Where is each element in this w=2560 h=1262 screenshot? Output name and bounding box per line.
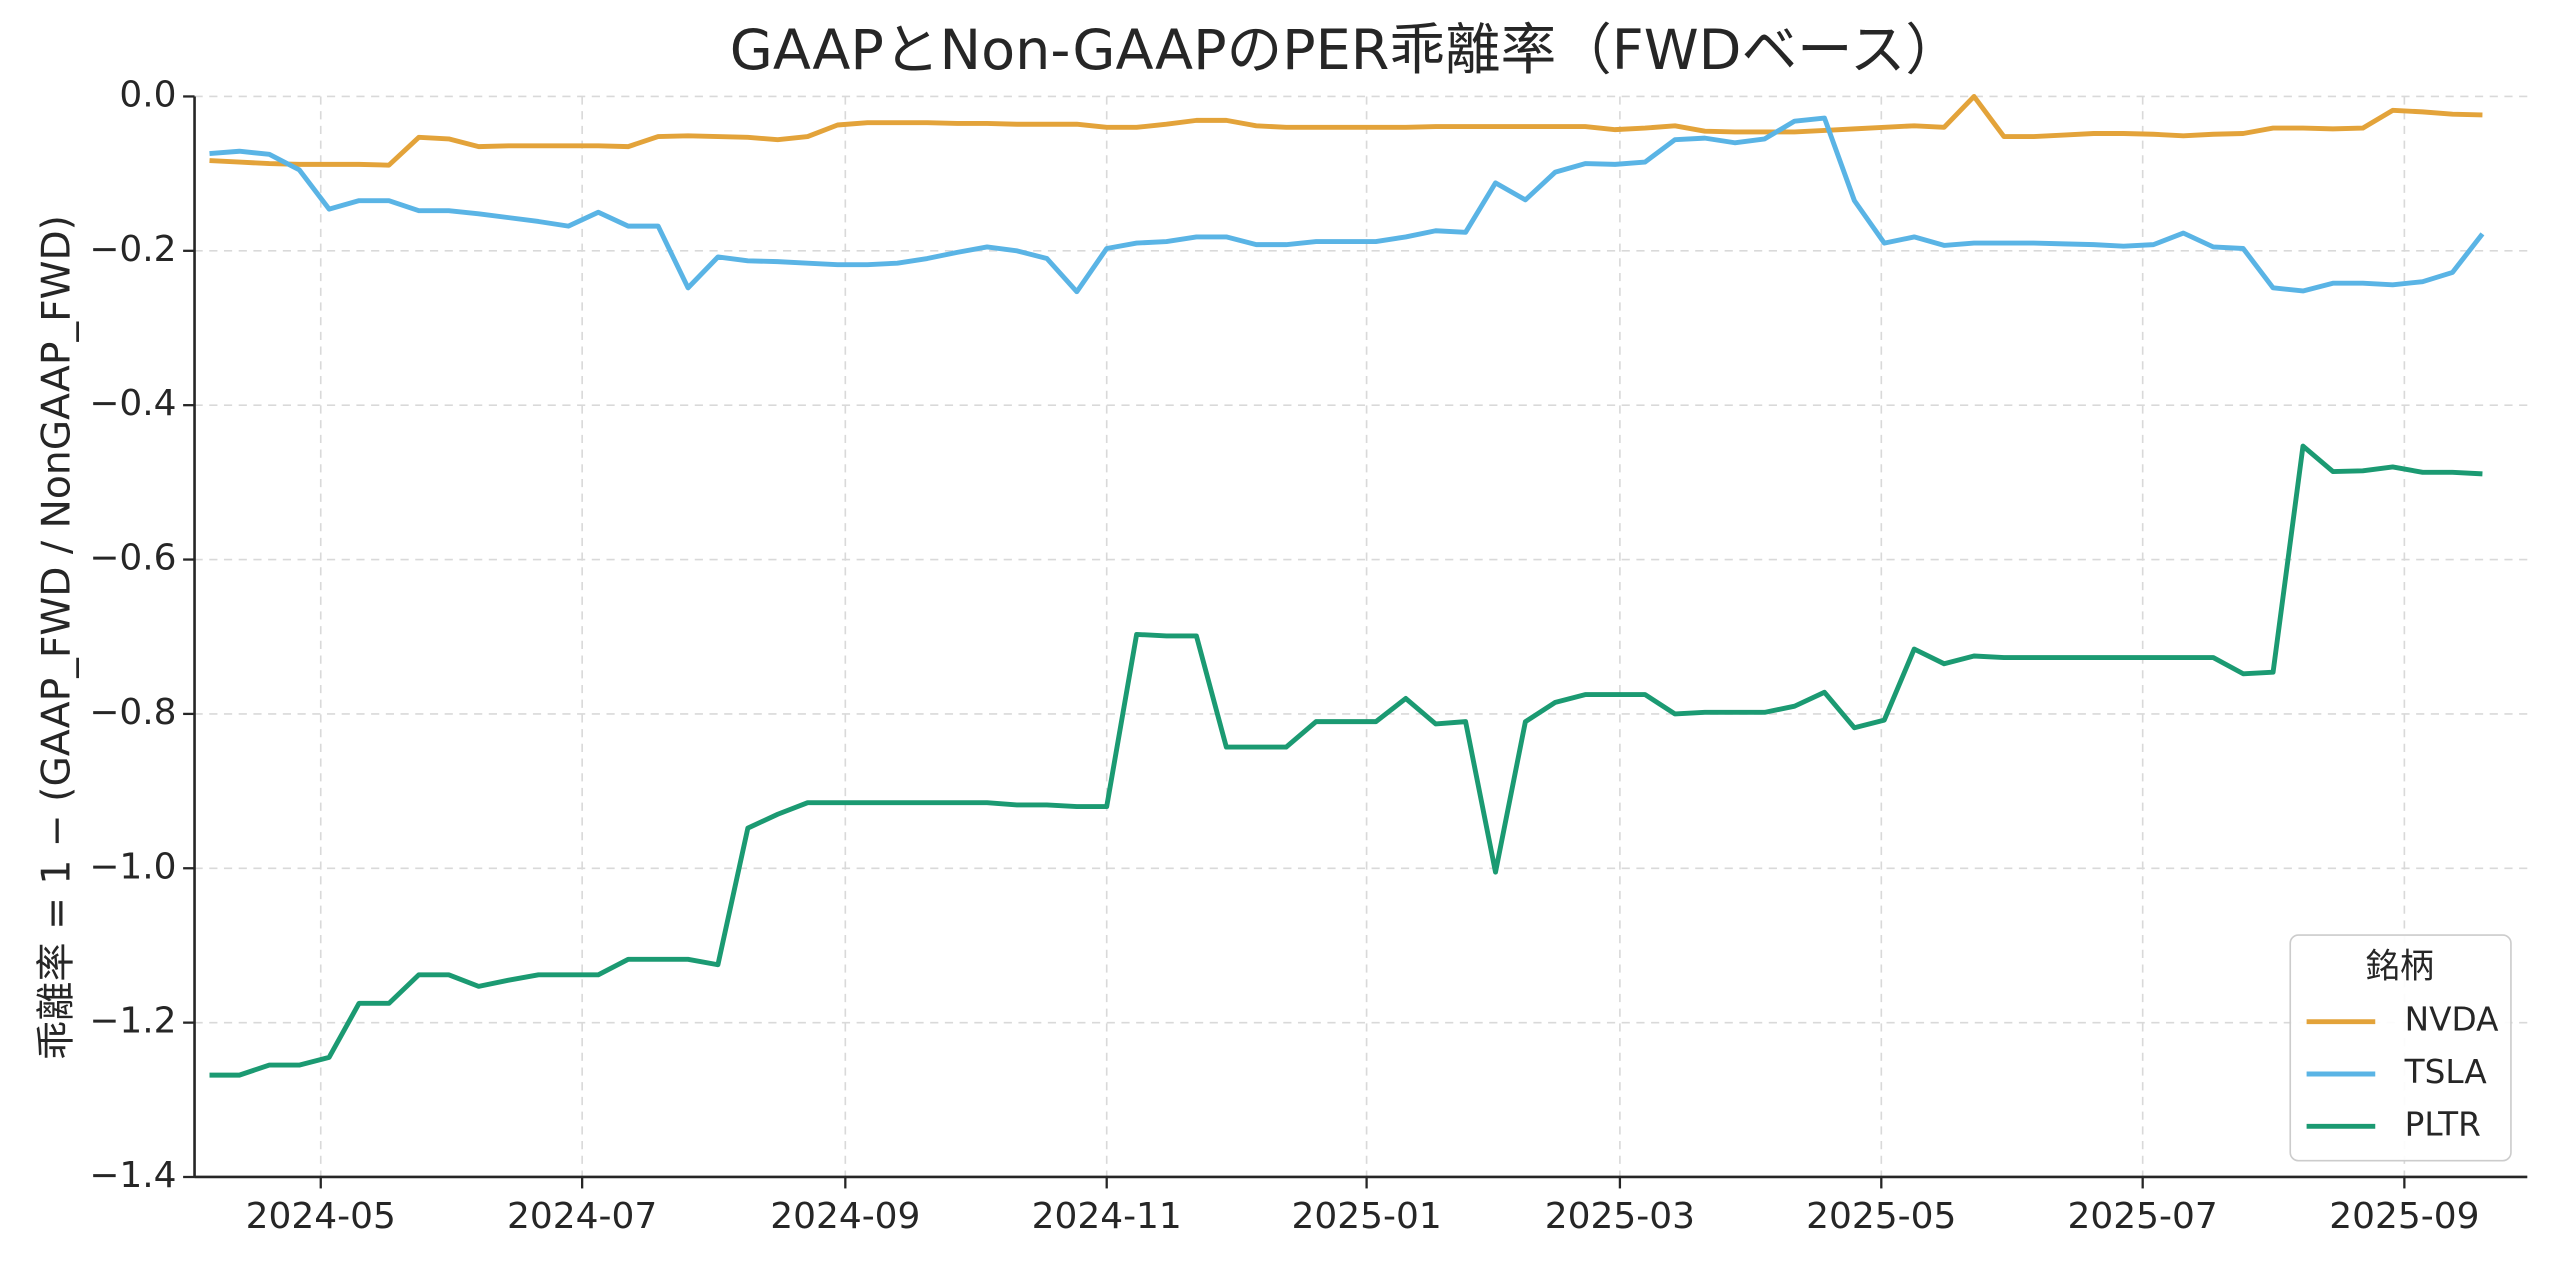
x-tick-label: 2024-09	[770, 1196, 920, 1237]
y-tick-label: −1.4	[89, 1155, 176, 1196]
series-line	[209, 93, 2483, 168]
legend-label: NVDA	[2405, 1001, 2499, 1039]
grid	[194, 95, 2528, 1178]
series-line	[209, 115, 2485, 295]
y-tick-label: −0.8	[89, 692, 176, 733]
y-axis-label: 乖離率 = 1 − (GAAP_FWD / NonGAAP_FWD)	[34, 215, 79, 1060]
y-tick-label: −1.0	[89, 846, 176, 887]
y-tick-label: −1.2	[89, 1001, 176, 1042]
chart-title: GAAPとNon-GAAPのPER乖離率（FWDベース）	[730, 18, 1961, 83]
legend-label: TSLA	[2404, 1053, 2488, 1091]
legend-label: PLTR	[2405, 1105, 2481, 1143]
x-tick-label: 2025-07	[2068, 1196, 2218, 1237]
legend-title: 銘柄	[2365, 946, 2434, 986]
y-tick-label: 0.0	[119, 74, 176, 115]
x-tick-label: 2024-05	[246, 1196, 396, 1237]
y-tick-label: −0.2	[89, 229, 176, 270]
x-tick-label: 2025-09	[2329, 1196, 2479, 1237]
legend: 銘柄 NVDA TSLA PLTR	[2289, 934, 2512, 1162]
series-line	[209, 443, 2483, 1078]
y-tick-label: −0.4	[89, 383, 176, 424]
x-tick-label: 2024-11	[1032, 1196, 1182, 1237]
x-tick-label: 2025-05	[1806, 1196, 1956, 1237]
plot-lines	[209, 93, 2485, 1078]
legend-box	[2289, 934, 2512, 1162]
x-tick-label: 2025-03	[1545, 1196, 1695, 1237]
x-tick-label: 2025-01	[1291, 1196, 1441, 1237]
x-tick-label: 2024-07	[507, 1196, 657, 1237]
y-tick-label: −0.6	[89, 538, 176, 579]
